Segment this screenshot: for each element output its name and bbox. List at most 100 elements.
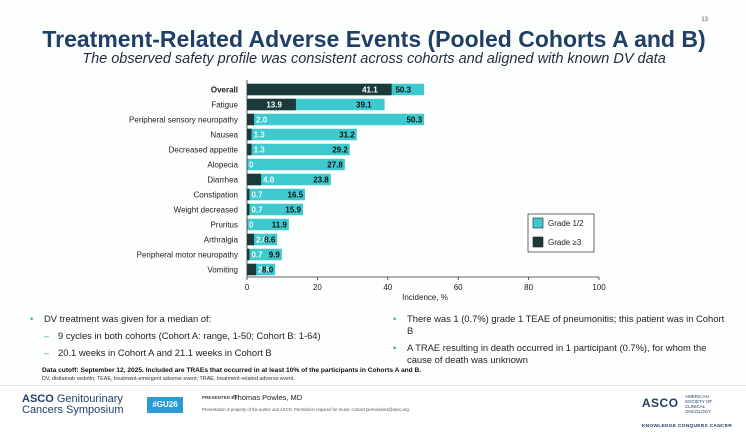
footnote-abbrev: DV, disitamab vedotin; TEAE, treatment-e… bbox=[42, 376, 295, 382]
data-label-grade3: 0 bbox=[249, 161, 254, 170]
presenter-name: Thomas Powles, MD bbox=[233, 393, 303, 402]
bar-grade3 bbox=[247, 83, 392, 96]
category-label: Arthralgia bbox=[204, 236, 239, 245]
bar-grade12 bbox=[247, 113, 425, 126]
bar-grade12 bbox=[247, 173, 331, 186]
data-label-grade3: 1.3 bbox=[254, 131, 266, 140]
data-label-grade12: 8.6 bbox=[264, 236, 276, 245]
bar-grade12 bbox=[247, 188, 306, 201]
asco-logo-text: ASCO bbox=[641, 396, 679, 410]
category-label: Fatigue bbox=[211, 101, 238, 110]
category-label: Weight decreased bbox=[174, 206, 238, 215]
bar-grade12 bbox=[247, 98, 385, 111]
category-label: Overall bbox=[211, 86, 238, 95]
chart: Overall Fatigue Peripheral sensory neuropa… bbox=[129, 80, 606, 302]
data-label-grade3: 0.7 bbox=[251, 251, 263, 260]
bar-grade12 bbox=[247, 218, 289, 231]
data-label-grade12: 50.3 bbox=[395, 86, 411, 95]
footnote-cutoff: Data cutoff: September 12, 2025. Include… bbox=[42, 367, 422, 374]
bar-grade3 bbox=[247, 113, 255, 126]
logo-line1: Genitourinary bbox=[56, 393, 123, 405]
bar-grade3 bbox=[247, 263, 257, 276]
legend-label-grade12: Grade 1/2 bbox=[548, 219, 584, 228]
category-label: Peripheral sensory neuropathy bbox=[129, 116, 238, 125]
slide-subtitle: The observed safety profile was consiste… bbox=[82, 51, 666, 67]
property-note: Presentation is property of the author a… bbox=[202, 407, 410, 412]
data-label-grade12: 15.9 bbox=[285, 206, 301, 215]
bar-grade12 bbox=[247, 248, 282, 261]
data-label-grade3: 0.7 bbox=[251, 191, 263, 200]
x-tick-label: 0 bbox=[245, 283, 250, 292]
bar-grade12 bbox=[247, 143, 350, 156]
category-label: Diarrhea bbox=[207, 176, 238, 185]
data-label-grade12: 27.8 bbox=[327, 161, 343, 170]
category-label: Alopecia bbox=[207, 161, 238, 170]
presented-by-label: PRESENTED BY: bbox=[202, 395, 239, 400]
data-label-grade12: 39.1 bbox=[356, 101, 372, 110]
category-label: Decreased appetite bbox=[169, 146, 239, 155]
data-label-grade3: 2.6 bbox=[258, 266, 270, 275]
data-label-grade12: 50.3 bbox=[406, 116, 422, 125]
slide: 13 Treatment-Related Adverse Events (Poo… bbox=[0, 0, 746, 423]
legend-label-grade3: Grade ≥3 bbox=[548, 238, 582, 247]
bar-grade3 bbox=[247, 98, 296, 111]
category-label: Nausea bbox=[210, 131, 238, 140]
data-label-grade3: 13.9 bbox=[266, 101, 282, 110]
category-label: Peripheral motor neuropathy bbox=[137, 251, 238, 260]
data-label-grade12: 11.9 bbox=[272, 221, 288, 230]
x-tick-label: 80 bbox=[524, 283, 533, 292]
bar-grade12 bbox=[247, 233, 278, 246]
bullet-death: A TRAE resulting in death occurred in 1 … bbox=[393, 342, 733, 366]
bullets-left: DV treatment was given for a median of: … bbox=[30, 313, 370, 364]
legend-swatch-grade12 bbox=[532, 217, 544, 229]
bullets-right: There was 1 (0.7%) grade 1 TEAE of pneum… bbox=[393, 313, 733, 371]
data-label-grade12: 9.9 bbox=[269, 251, 281, 260]
data-label-grade3: 0.7 bbox=[251, 206, 263, 215]
slide-title: Treatment-Related Adverse Events (Pooled… bbox=[42, 26, 706, 52]
bar-grade12 bbox=[247, 263, 276, 276]
data-label-grade12: 16.5 bbox=[288, 191, 304, 200]
bar-grade3 bbox=[247, 143, 252, 156]
legend-swatch-grade3 bbox=[532, 236, 544, 248]
x-tick-label: 20 bbox=[313, 283, 322, 292]
data-label-grade12: 23.8 bbox=[313, 176, 329, 185]
category-label: Constipation bbox=[194, 191, 238, 200]
data-label-grade3: 2.0 bbox=[256, 236, 268, 245]
data-label-grade3: 2.0 bbox=[256, 116, 268, 125]
data-label-grade12: 29.2 bbox=[332, 146, 348, 155]
bar-grade3 bbox=[247, 248, 250, 261]
data-label-grade3: 1.3 bbox=[254, 146, 266, 155]
asco-tagline: KNOWLEDGE CONQUERS CANCER bbox=[641, 424, 732, 429]
asco-logo: ASCO AMERICAN SOCIETY OF CLINICAL ONCOLO… bbox=[642, 394, 732, 432]
data-label-grade12: 8.0 bbox=[262, 266, 274, 275]
footer: ASCO Genitourinary Cancers Symposium #GU… bbox=[0, 385, 746, 429]
sub-bullet-weeks: 20.1 weeks in Cohort A and 21.1 weeks in… bbox=[30, 347, 370, 359]
data-label-grade3: 41.1 bbox=[362, 86, 378, 95]
category-label: Vomiting bbox=[207, 266, 238, 275]
data-label-grade12: 31.2 bbox=[339, 131, 355, 140]
page-number: 13 bbox=[701, 17, 708, 23]
sub-bullet-cycles: 9 cycles in both cohorts (Cohort A: rang… bbox=[30, 330, 370, 342]
gu-symposium-logo: ASCO Genitourinary Cancers Symposium bbox=[22, 394, 123, 416]
x-tick-label: 100 bbox=[592, 283, 606, 292]
x-axis-title: Incidence, % bbox=[402, 293, 448, 302]
hashtag-badge: #GU26 bbox=[147, 397, 183, 413]
bar-grade3 bbox=[247, 188, 250, 201]
bar-grade12 bbox=[247, 158, 345, 171]
category-label: Pruritus bbox=[210, 221, 238, 230]
bullet-treatment: DV treatment was given for a median of: bbox=[30, 313, 370, 325]
data-label-grade3: 0 bbox=[249, 221, 254, 230]
bar-grade3 bbox=[247, 233, 255, 246]
logo-asco-text: ASCO bbox=[22, 393, 54, 405]
bar-grade3 bbox=[247, 203, 250, 216]
bar-grade12 bbox=[247, 203, 303, 216]
bar-grade3 bbox=[247, 173, 262, 186]
bar-grade12 bbox=[247, 128, 357, 141]
bar-grade3 bbox=[247, 128, 252, 141]
x-tick-label: 60 bbox=[454, 283, 463, 292]
asco-logo-sub: AMERICAN SOCIETY OF CLINICAL ONCOLOGY bbox=[685, 394, 713, 414]
bullet-pneumonitis: There was 1 (0.7%) grade 1 TEAE of pneum… bbox=[393, 313, 733, 337]
x-tick-label: 40 bbox=[383, 283, 392, 292]
logo-line2: Cancers Symposium bbox=[22, 404, 124, 416]
data-label-grade3: 4.0 bbox=[263, 176, 275, 185]
